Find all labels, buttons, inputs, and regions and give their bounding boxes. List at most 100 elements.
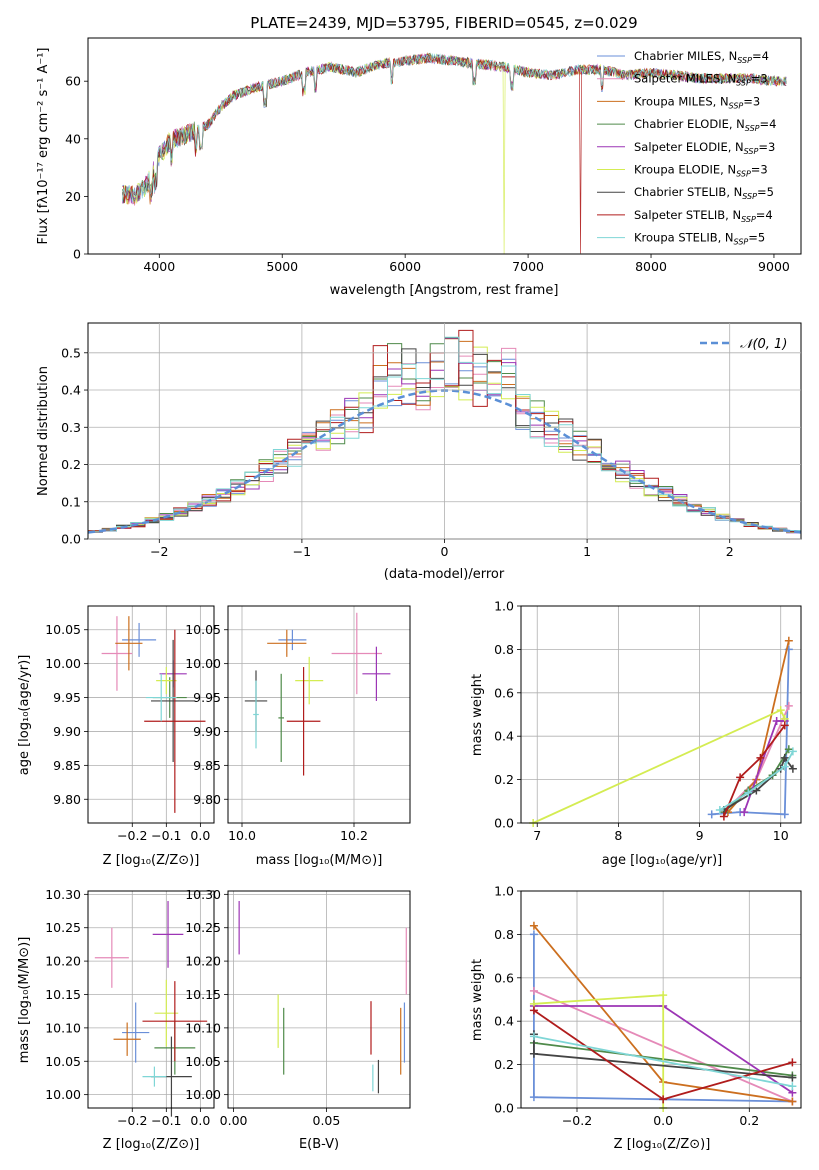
mass-weight-marker — [788, 1097, 797, 1106]
mass-vs-ebv-ytick-label: 10.10 — [185, 1020, 221, 1035]
age-vs-mass-ytick-label: 10.00 — [185, 656, 221, 671]
mass-weight-marker — [788, 1082, 797, 1091]
spectrum-panel: PLATE=2439, MJD=53795, FIBERID=0545, z=0… — [36, 14, 802, 298]
mass-weight-vs-Z-ytick-label: 0.6 — [494, 970, 514, 985]
legend-label: Chabrier STELIB, NSSP=5 — [634, 185, 774, 201]
legend-label: Chabrier ELODIE, NSSP=4 — [634, 117, 776, 133]
mw-Z-xlabel: Z [log₁₀(Z/Z⊙)] — [614, 1137, 711, 1152]
spectrum-axes-frame — [87, 37, 802, 255]
mass-vs-Z-axes-frame — [87, 890, 215, 1109]
mass-weight-line — [533, 1035, 793, 1088]
mass-vs-Z-ticks: −0.2 −0.1 0.0 10.00 10.05 10.10 10.15 10.20 10.2… — [45, 887, 210, 1128]
mass-weight-vs-Z-xtick-label: 0.0 — [653, 1113, 673, 1128]
residuals-xtick-label: 1 — [583, 544, 591, 559]
mass-weight-marker — [529, 1049, 538, 1058]
mass-weight-marker — [780, 721, 789, 730]
residuals-ticks: −2 −1 0 1 2 0.0 0.1 0.2 0.3 0.4 0.5 — [61, 345, 734, 559]
mass-weight-vs-age-ticks: 7 8 9 10 0.0 0.2 0.4 0.6 0.8 1.0 — [494, 599, 789, 844]
mass-weight-vs-age-ytick-label: 0.8 — [494, 642, 514, 657]
residuals-xlabel: (data-model)/error — [384, 567, 505, 582]
residuals-ytick-label: 0.0 — [61, 532, 81, 547]
spectrum-legend: Chabrier MILES, NSSP=4 Salpeter MILES, NS… — [597, 49, 776, 247]
mw-age-xlabel: age [log₁₀(age/yr)] — [602, 853, 723, 868]
age-vs-mass-ytick-label: 9.80 — [193, 792, 221, 807]
mass-vs-ebv-xtick-label: 0.00 — [220, 1113, 248, 1128]
mass-weight-vs-Z-ytick-label: 1.0 — [494, 884, 514, 899]
mass-weight-marker — [772, 717, 781, 726]
mass-weight-line — [723, 724, 786, 817]
age-vs-Z-ytick-label: 10.00 — [45, 656, 81, 671]
mass-weight-marker — [715, 805, 724, 814]
residuals-xtick-label: 0 — [441, 544, 449, 559]
mass-vs-Z-xlabel: Z [log₁₀(Z/Z⊙)] — [103, 1137, 200, 1152]
mass-weight-vs-age-ytick-label: 0.6 — [494, 685, 514, 700]
age-vs-mass-grid — [228, 606, 410, 823]
mass-vs-ebv-ytick-label: 10.15 — [185, 987, 221, 1002]
spectrum-series-line — [122, 53, 787, 202]
mass-weight-marker — [529, 1032, 538, 1041]
mass-weight-vs-age-xtick-label: 8 — [614, 828, 622, 843]
legend-label: Salpeter MILES, NSSP=3 — [634, 72, 768, 88]
mass-weight-vs-Z-panel: −0.2 0.0 0.2 0.0 0.2 0.4 0.6 0.8 1.0 — [494, 884, 802, 1129]
mass-weight-marker — [788, 764, 797, 773]
mass-weight-vs-age-ytick-label: 0.2 — [494, 772, 514, 787]
mass-vs-Z-ylabel: mass [log₁₀(M/M⊙)] — [17, 937, 32, 1064]
mass-weight-marker — [788, 1058, 797, 1067]
mass-weight-marker — [784, 636, 793, 645]
mass-weight-marker — [659, 1095, 668, 1104]
spectrum-ylabel: Flux [fλ10⁻¹⁷ erg cm⁻² s⁻¹ A⁻¹] — [36, 48, 51, 245]
age-vs-mass-axes-frame — [227, 605, 411, 824]
mass-weight-vs-Z-ytick-label: 0.4 — [494, 1014, 514, 1029]
residuals-xtick-label: −2 — [150, 544, 168, 559]
age-vs-Z-ytick-label: 9.85 — [53, 758, 81, 773]
mass-weight-vs-age-xtick-label: 9 — [696, 828, 704, 843]
spectrum-series-line — [122, 53, 787, 204]
mass-weight-marker — [784, 745, 793, 754]
mass-weight-line — [533, 934, 793, 1103]
mass-vs-ebv-xtick-label: 0.05 — [313, 1113, 341, 1128]
mass-weight-marker — [780, 810, 789, 819]
age-vs-mass-ytick-label: 10.05 — [185, 622, 221, 637]
spectrum-xtick-label: 4000 — [143, 259, 175, 274]
mass-weight-vs-Z-ytick-label: 0.0 — [494, 1101, 514, 1116]
age-vs-mass-ytick-label: 9.90 — [193, 724, 221, 739]
age-vs-mass-ytick-label: 9.85 — [193, 758, 221, 773]
mass-weight-vs-age-ytick-label: 1.0 — [494, 599, 514, 614]
mass-weight-vs-Z-xtick-label: −0.2 — [562, 1113, 592, 1128]
mass-weight-marker — [740, 808, 749, 817]
mass-vs-ebv-axes-frame — [227, 890, 411, 1109]
mass-vs-Z-panel: −0.2 −0.1 0.0 10.00 10.05 10.10 10.15 10.20 10.2… — [45, 887, 215, 1128]
age-vs-Z-ytick-label: 10.05 — [45, 622, 81, 637]
mw-age-ylabel: mass weight — [470, 674, 485, 756]
mass-weight-vs-age-ytick-label: 0.0 — [494, 816, 514, 831]
spectrum-xtick-label: 5000 — [266, 259, 298, 274]
legend-label: Chabrier MILES, NSSP=4 — [634, 49, 769, 65]
mass-weight-vs-age-axes-frame — [520, 605, 802, 824]
mass-weight-marker — [529, 921, 538, 930]
age-vs-mass-xlabel: mass [log₁₀(M/M⊙)] — [256, 853, 383, 868]
mass-weight-vs-Z-ytick-label: 0.8 — [494, 927, 514, 942]
mass-weight-vs-age-xtick-label: 7 — [533, 828, 541, 843]
spectrum-xtick-label: 6000 — [389, 259, 421, 274]
mass-weight-marker — [744, 788, 753, 797]
mass-weight-marker — [776, 706, 785, 715]
mass-weight-vs-age-xtick-label: 10 — [773, 828, 789, 843]
mass-vs-Z-ytick-label: 10.30 — [45, 887, 81, 902]
age-vs-Z-panel: −0.2 −0.1 0.0 9.80 9.85 9.90 9.95 10.00 10.05 — [45, 605, 215, 843]
mass-weight-marker — [529, 930, 538, 939]
mass-weight-vs-Z-ticks: −0.2 0.0 0.2 0.0 0.2 0.4 0.6 0.8 1.0 — [494, 884, 759, 1129]
residuals-xtick-label: −1 — [293, 544, 311, 559]
mass-weight-marker — [756, 753, 765, 762]
mass-weight-vs-Z-ytick-label: 0.2 — [494, 1057, 514, 1072]
mass-vs-ebv-panel: 0.00 0.05 10.00 10.05 10.10 10.15 10.20 10.25 10… — [185, 887, 411, 1128]
mass-weight-marker — [659, 991, 668, 1000]
spectrum-ytick-label: 60 — [65, 74, 81, 89]
age-vs-mass-xtick-label: 10.0 — [228, 828, 256, 843]
mass-vs-ebv-ytick-label: 10.00 — [185, 1087, 221, 1102]
mass-vs-ebv-xlabel: E(B-V) — [299, 1137, 339, 1152]
age-vs-Z-ytick-label: 9.95 — [53, 690, 81, 705]
age-vs-mass-xtick-label: 10.2 — [340, 828, 368, 843]
residuals-ylabel: Normed distribution — [36, 366, 51, 496]
mass-vs-Z-xtick-label: −0.1 — [151, 1113, 181, 1128]
